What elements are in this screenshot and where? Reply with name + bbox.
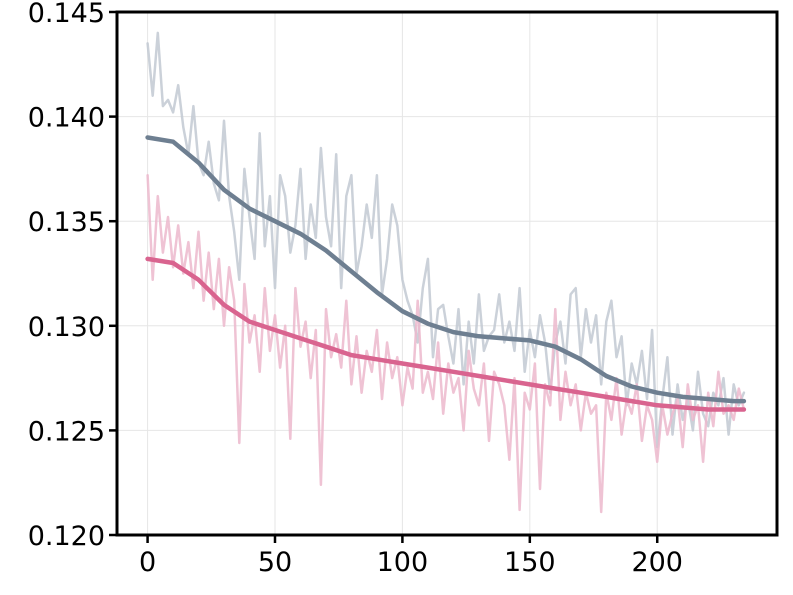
smooth-series-line-3 (145, 256, 747, 412)
raw-series-line-0 (146, 31, 746, 449)
y-tick-label: 0.125 (28, 416, 105, 447)
x-tick-label: 200 (631, 547, 683, 578)
x-tick-label: 150 (504, 547, 556, 578)
y-tick-label: 0.135 (28, 207, 105, 238)
y-tick-label: 0.120 (28, 521, 105, 552)
y-tick-label: 0.140 (28, 103, 105, 134)
x-tick-label: 50 (258, 547, 292, 578)
y-tick-label: 0.130 (28, 312, 105, 343)
x-tick-label: 0 (139, 547, 156, 578)
plot-frame (115, 10, 779, 537)
axes: 0 50 100 150 200 0.120 0.125 0.130 0.135 0.140 0.1… (28, 0, 779, 578)
smooth-series-line-2 (145, 135, 747, 404)
x-tick-label: 100 (377, 547, 429, 578)
raw-series-line-1 (146, 173, 746, 514)
y-tick-label: 0.145 (28, 0, 105, 29)
series-group (145, 31, 747, 514)
